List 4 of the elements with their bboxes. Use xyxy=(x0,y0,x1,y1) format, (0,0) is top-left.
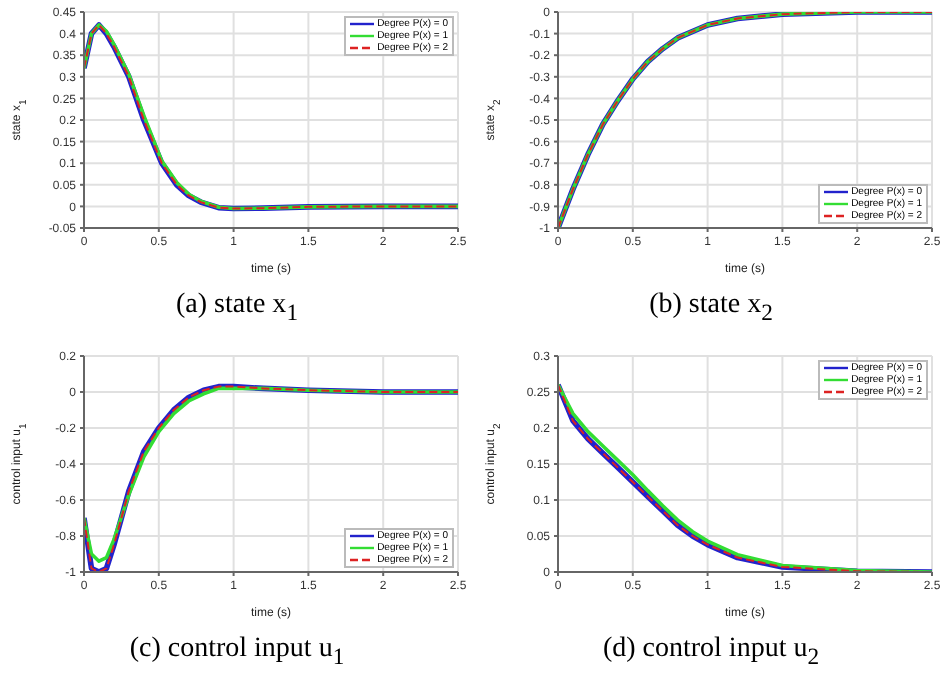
text: (b) state x$_{2}$ xyxy=(647,288,775,330)
text: (a) state x$_{1}$ xyxy=(173,288,301,330)
text: (d) control input u$_{2}$ xyxy=(600,632,822,674)
text: (c) control input u$_{1}$ xyxy=(127,632,347,674)
